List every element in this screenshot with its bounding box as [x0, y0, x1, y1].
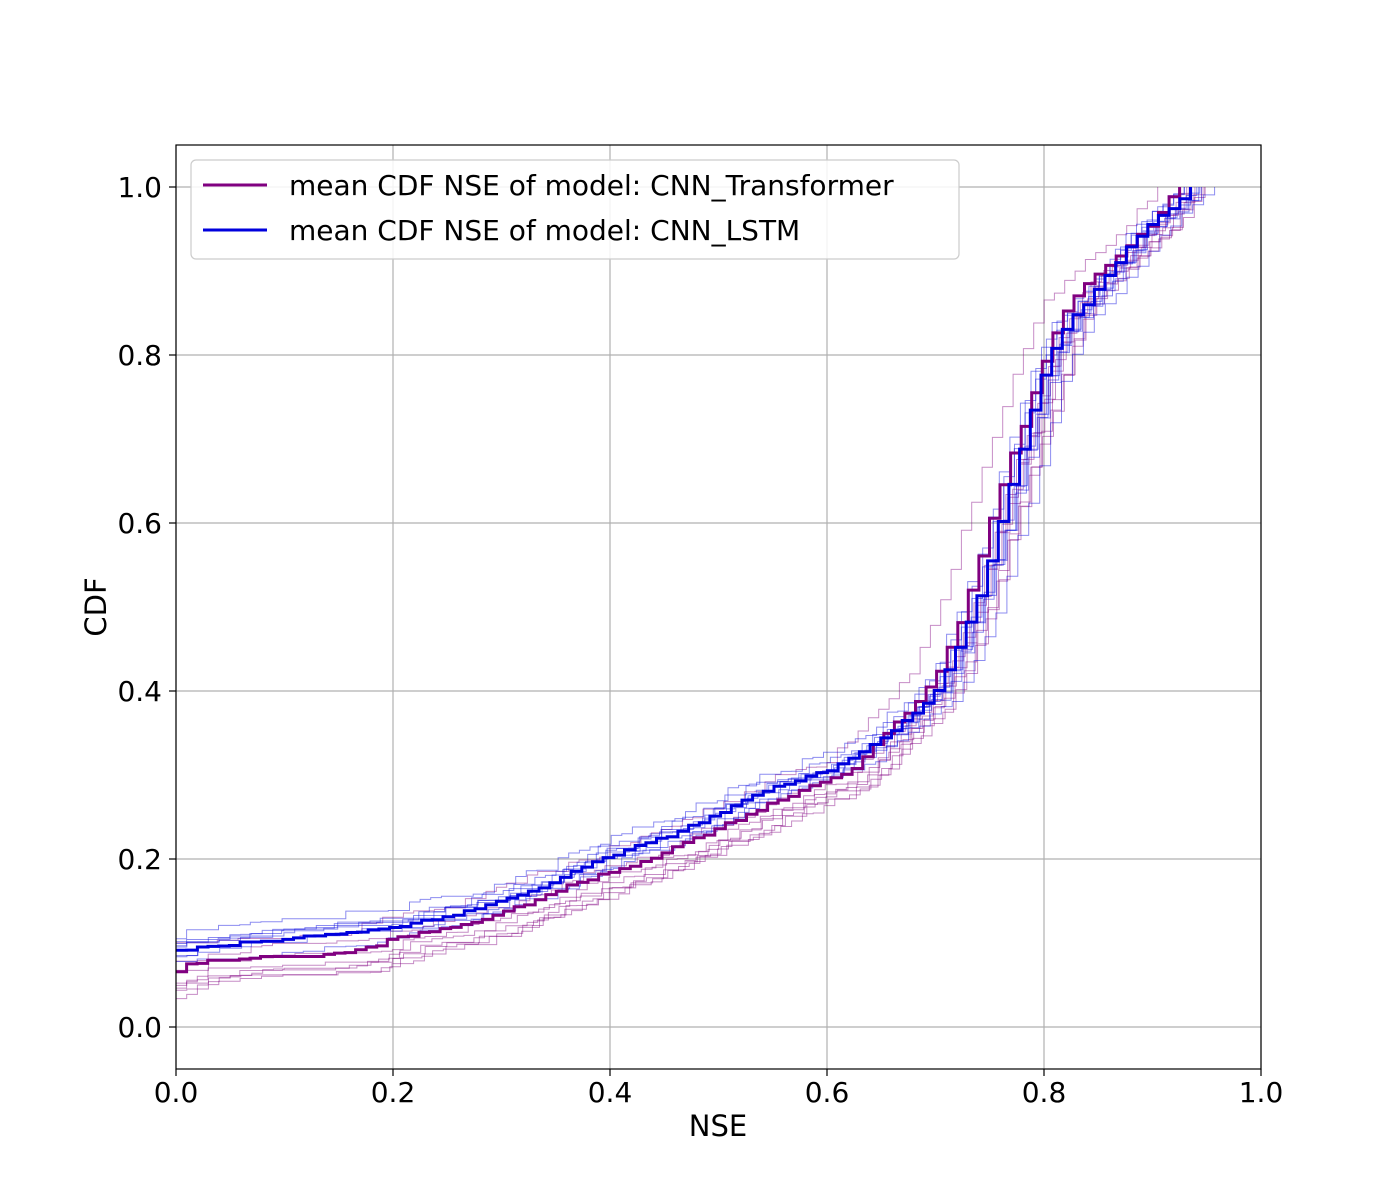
y-tick-label: 1.0: [117, 171, 162, 204]
x-tick-label: 0.0: [154, 1076, 199, 1109]
ensemble-run-line: [176, 187, 1201, 948]
y-tick-label: 0.4: [117, 675, 162, 708]
ensemble-run-line: [176, 187, 1206, 984]
y-tick-label: 0.8: [117, 339, 162, 372]
legend: mean CDF NSE of model: CNN_Transformer m…: [190, 159, 960, 260]
x-tick-label: 1.0: [1239, 1076, 1284, 1109]
ensemble-run-line: [176, 187, 1188, 989]
ensemble-run-lines: [176, 187, 1216, 1000]
ensemble-run-line: [176, 187, 1205, 971]
axis-ticks: 0.0 0.2 0.4 0.6 0.8 1.0 0.0 0.2 0.4 0.6 0.8 1.0: [117, 171, 1283, 1109]
x-axis-label: NSE: [689, 1109, 747, 1143]
x-tick-label: 0.4: [588, 1076, 633, 1109]
ensemble-run-line: [176, 187, 1180, 944]
legend-box: [190, 159, 960, 260]
x-tick-label: 0.8: [1022, 1076, 1067, 1109]
legend-label-cnn-lstm: mean CDF NSE of model: CNN_LSTM: [289, 214, 800, 247]
ensemble-run-line: [176, 187, 1190, 986]
ensemble-run-line: [176, 187, 1185, 962]
y-tick-label: 0.6: [117, 507, 162, 540]
ensemble-run-line: [176, 187, 1159, 944]
ensemble-run-line: [176, 187, 1193, 1000]
x-tick-label: 0.2: [371, 1076, 416, 1109]
ensemble-run-line: [176, 187, 1185, 940]
ensemble-run-line: [176, 187, 1203, 991]
y-tick-label: 0.2: [117, 843, 162, 876]
x-tick-label: 0.6: [805, 1076, 850, 1109]
ensemble-run-line: [176, 187, 1196, 962]
y-axis-label: CDF: [79, 577, 113, 636]
y-tick-label: 0.0: [117, 1011, 162, 1044]
mean-line-series-1: [176, 187, 1192, 952]
legend-label-cnn-transformer: mean CDF NSE of model: CNN_Transformer: [289, 169, 894, 202]
ensemble-run-line: [176, 187, 1216, 958]
mean-line-series-0: [176, 187, 1182, 974]
mean-series-lines: [176, 187, 1192, 974]
plot-frame: [175, 144, 1262, 1070]
